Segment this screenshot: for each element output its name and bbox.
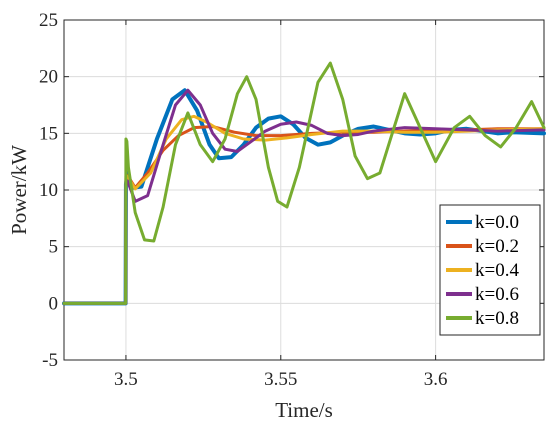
x-axis-label: Time/s	[275, 398, 333, 422]
legend-label: k=0.2	[475, 236, 519, 257]
legend: k=0.0 k=0.2 k=0.4 k=0.6 k=0.8	[439, 204, 541, 336]
legend-label: k=0.0	[475, 212, 519, 233]
legend-label: k=0.4	[475, 260, 519, 281]
x-tick-label: 3.5	[114, 369, 138, 390]
series-group	[62, 61, 546, 306]
y-tick-label: 15	[39, 123, 58, 144]
y-axis-label: Power/kW	[7, 145, 31, 235]
y-tick-label: 10	[39, 180, 58, 201]
y-tick-label: -5	[42, 350, 58, 371]
series-line-k-0-8	[62, 61, 546, 305]
x-tick-label: 3.6	[424, 369, 448, 390]
x-tick-label: 3.55	[264, 369, 297, 390]
y-tick-label: 20	[39, 67, 58, 88]
y-tick-label: 5	[49, 237, 59, 258]
legend-label: k=0.8	[475, 308, 519, 329]
tick-labels: 3.5 3.55 3.6 -5 0 5 10 15 20 25	[39, 10, 447, 390]
y-tick-label: 0	[49, 293, 59, 314]
legend-label: k=0.6	[475, 284, 519, 305]
y-tick-label: 25	[39, 10, 58, 31]
